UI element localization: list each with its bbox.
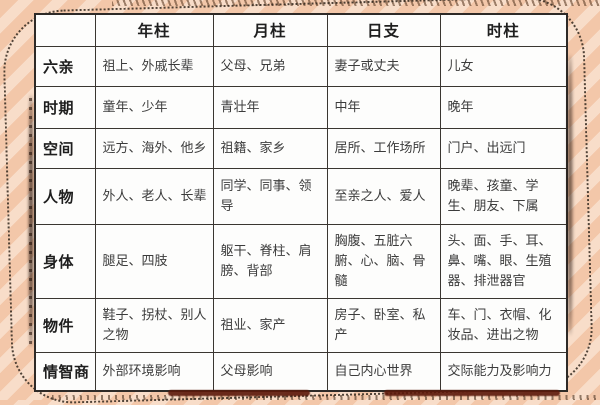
cell: 门户、出远门 (439, 127, 568, 169)
scan-shadow-right (568, 55, 572, 335)
pillars-table: 年柱 月柱 日支 时柱 六亲 祖上、外戚长辈 父母、兄弟 妻子或丈夫 儿女 时期… (34, 13, 568, 392)
header-row: 年柱 月柱 日支 时柱 (34, 13, 568, 47)
column-header-blank (34, 13, 96, 47)
perforation-top-edge (112, 0, 600, 6)
cell: 祖上、外戚长辈 (94, 45, 214, 87)
cell: 车、门、衣帽、化妆品、进出之物 (439, 297, 568, 353)
cell: 胸腹、五脏六腑、心、脑、骨髓 (326, 223, 441, 299)
table-row-eq-iq: 情智商 外部环境影响 父母影响 自己内心世界 交际能力及影响力 (34, 351, 568, 392)
four-pillars-table: 年柱 月柱 日支 时柱 六亲 祖上、外戚长辈 父母、兄弟 妻子或丈夫 儿女 时期… (29, 13, 572, 396)
perforation-bottom-edge (52, 395, 600, 400)
cell: 晚年 (439, 85, 568, 129)
cell: 父母、兄弟 (212, 45, 328, 87)
table-row-space: 空间 远方、海外、他乡 祖籍、家乡 居所、工作场所 门户、出远门 (34, 127, 568, 169)
scan-shadow-bottom-left (168, 390, 310, 396)
cell: 远方、海外、他乡 (94, 127, 214, 169)
cell: 父母影响 (212, 351, 328, 392)
column-header-hour-pillar: 时柱 (439, 13, 568, 47)
table-row-people: 人物 外人、老人、长辈 同学、同事、领导 至亲之人、爱人 晚辈、孩童、学生、朋友… (34, 167, 568, 225)
cell: 晚辈、孩童、学生、朋友、下属 (439, 167, 568, 225)
column-header-day-branch: 日支 (326, 13, 441, 47)
cell: 至亲之人、爱人 (326, 167, 441, 225)
cell: 外部环境影响 (94, 351, 214, 392)
cell: 妻子或丈夫 (326, 45, 441, 87)
row-label: 空间 (34, 127, 96, 169)
cell: 外人、老人、长辈 (94, 167, 214, 225)
row-label: 六亲 (34, 45, 96, 87)
table-row-body: 身体 腿足、四肢 躯干、脊柱、肩膀、背部 胸腹、五脏六腑、心、脑、骨髓 头、面、… (34, 223, 568, 299)
cell: 祖业、家产 (212, 297, 328, 353)
row-label: 物件 (34, 297, 96, 353)
table-row-period: 时期 童年、少年 青壮年 中年 晚年 (34, 85, 568, 129)
cell: 躯干、脊柱、肩膀、背部 (212, 223, 328, 299)
column-header-month-pillar: 月柱 (212, 13, 328, 47)
row-label: 身体 (34, 223, 96, 299)
row-label: 时期 (34, 85, 96, 129)
scan-shadow-bottom-right (384, 390, 560, 396)
cell: 中年 (326, 85, 441, 129)
cell: 童年、少年 (94, 85, 214, 129)
cell: 祖籍、家乡 (212, 127, 328, 169)
table-row-objects: 物件 鞋子、拐杖、别人之物 祖业、家产 房子、卧室、私产 车、门、衣帽、化妆品、… (34, 297, 568, 353)
cell: 交际能力及影响力 (439, 351, 568, 392)
cell: 自己内心世界 (326, 351, 441, 392)
cell: 腿足、四肢 (94, 223, 214, 299)
column-header-year-pillar: 年柱 (94, 13, 214, 47)
scan-shadow-left (29, 95, 33, 347)
cell: 居所、工作场所 (326, 127, 441, 169)
cell: 头、面、手、耳、鼻、嘴、眼、生殖器、排泄器官 (439, 223, 568, 299)
table-row-six-relations: 六亲 祖上、外戚长辈 父母、兄弟 妻子或丈夫 儿女 (34, 45, 568, 87)
row-label: 人物 (34, 167, 96, 225)
cell: 青壮年 (212, 85, 328, 129)
row-label: 情智商 (34, 351, 96, 392)
cell: 鞋子、拐杖、别人之物 (94, 297, 214, 353)
cell: 儿女 (439, 45, 568, 87)
cell: 房子、卧室、私产 (326, 297, 441, 353)
cell: 同学、同事、领导 (212, 167, 328, 225)
